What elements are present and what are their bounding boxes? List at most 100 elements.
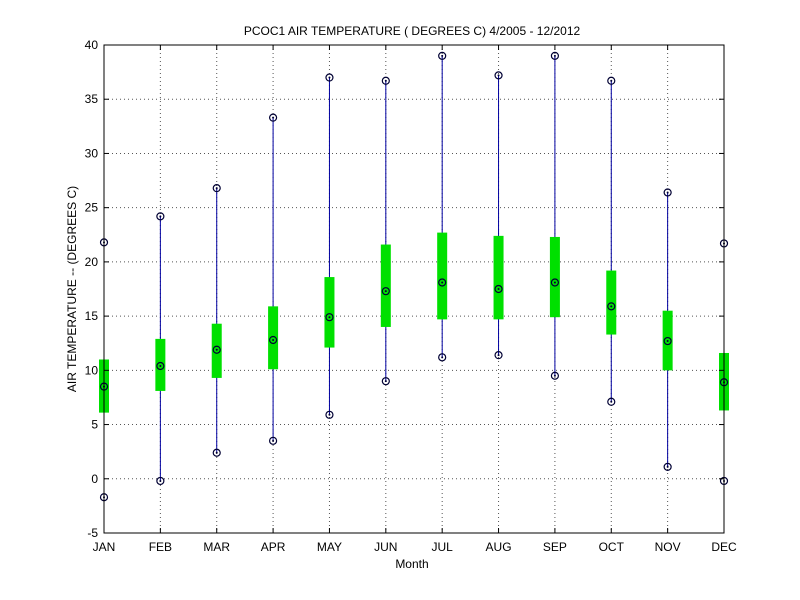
box-feb [155,212,166,486]
median-marker [438,278,447,287]
max-marker-dot [497,74,500,77]
x-tick-label: AUG [486,540,512,554]
x-tick-label: APR [261,540,286,554]
box-nov [662,188,673,471]
min-marker-dot [553,374,556,377]
iqr-box [211,323,222,378]
min-marker [325,410,334,419]
max-marker-dot [215,187,218,190]
min-marker [607,397,616,406]
iqr-box [437,232,448,320]
iqr-box [324,277,335,348]
max-marker-dot [553,54,556,57]
y-tick-label: 10 [85,363,99,377]
max-marker-dot [159,215,162,218]
min-marker-dot [215,451,218,454]
max-marker-dot [328,76,331,79]
min-marker [494,351,503,360]
max-marker [607,76,616,85]
median-marker-dot [328,316,331,319]
y-tick-label: 30 [85,146,99,160]
min-marker [381,377,390,386]
max-marker [663,188,672,197]
x-tick-label: MAR [203,540,230,554]
max-marker-dot [441,54,444,57]
y-tick-label: 25 [85,201,99,215]
max-marker [381,76,390,85]
max-marker [438,51,447,60]
min-marker-dot [159,479,162,482]
y-tick-label: 15 [85,309,99,323]
y-axis-label: AIR TEMPERATURE -- (DEGREES C) [65,186,79,392]
x-tick-label: JAN [93,540,116,554]
min-marker-dot [384,380,387,383]
min-marker [156,476,165,486]
min-marker [268,436,278,445]
grid [104,45,724,533]
x-tick-label: SEP [543,540,567,554]
median-marker [607,302,616,311]
min-marker-dot [272,439,275,442]
plot-area [99,51,729,502]
max-marker [325,73,334,82]
y-tick-label: 0 [91,472,98,486]
median-marker-dot [215,348,218,351]
box-sep [549,51,560,380]
median-marker [325,313,334,322]
median-marker [550,278,560,287]
box-mar [211,184,222,457]
median-marker-dot [441,281,444,284]
min-marker-dot [666,465,669,468]
median-marker-dot [384,290,387,293]
x-tick-label: JUN [374,540,397,554]
median-marker [381,287,390,296]
median-marker [663,336,672,346]
plot-frame [103,44,725,534]
box-apr [268,113,279,445]
y-tick-label: 5 [91,418,98,432]
max-marker [212,184,221,193]
median-marker [212,345,221,354]
median-marker [268,335,278,345]
y-tick-label: 20 [85,255,99,269]
max-marker [494,71,503,80]
iqr-box [155,338,166,391]
median-marker-dot [497,288,500,290]
x-tick-label: DEC [711,540,737,554]
iqr-box [268,306,279,370]
y-tick-label: 35 [85,92,99,106]
max-marker-dot [610,79,613,82]
min-marker-dot [497,354,500,357]
x-tick-label: OCT [599,540,625,554]
min-marker [438,353,447,362]
min-marker-dot [441,356,444,359]
median-marker-dot [553,281,556,284]
chart-title: PCOC1 AIR TEMPERATURE ( DEGREES C) 4/200… [244,24,581,38]
iqr-box [380,244,391,327]
x-tick-label: NOV [655,540,681,554]
iqr-box [549,236,560,318]
median-marker [494,284,503,294]
min-marker [550,371,560,380]
median-marker-dot [272,338,275,341]
max-marker [268,113,278,122]
min-marker [663,462,672,471]
median-marker [156,361,165,371]
max-marker [550,51,560,60]
median-marker-dot [666,340,669,343]
max-marker-dot [272,116,275,119]
min-marker-dot [328,413,331,416]
box-jul [437,51,448,362]
max-marker [156,212,165,221]
y-tick-label: 40 [85,38,99,52]
box-aug [493,71,504,360]
min-marker-dot [610,400,613,403]
y-tick-label: -5 [87,526,98,540]
min-marker [212,448,221,457]
box-oct [606,76,617,406]
max-marker-dot [666,191,669,194]
box-may [324,73,335,419]
x-tick-label: FEB [149,540,172,554]
box-jun [380,76,391,386]
